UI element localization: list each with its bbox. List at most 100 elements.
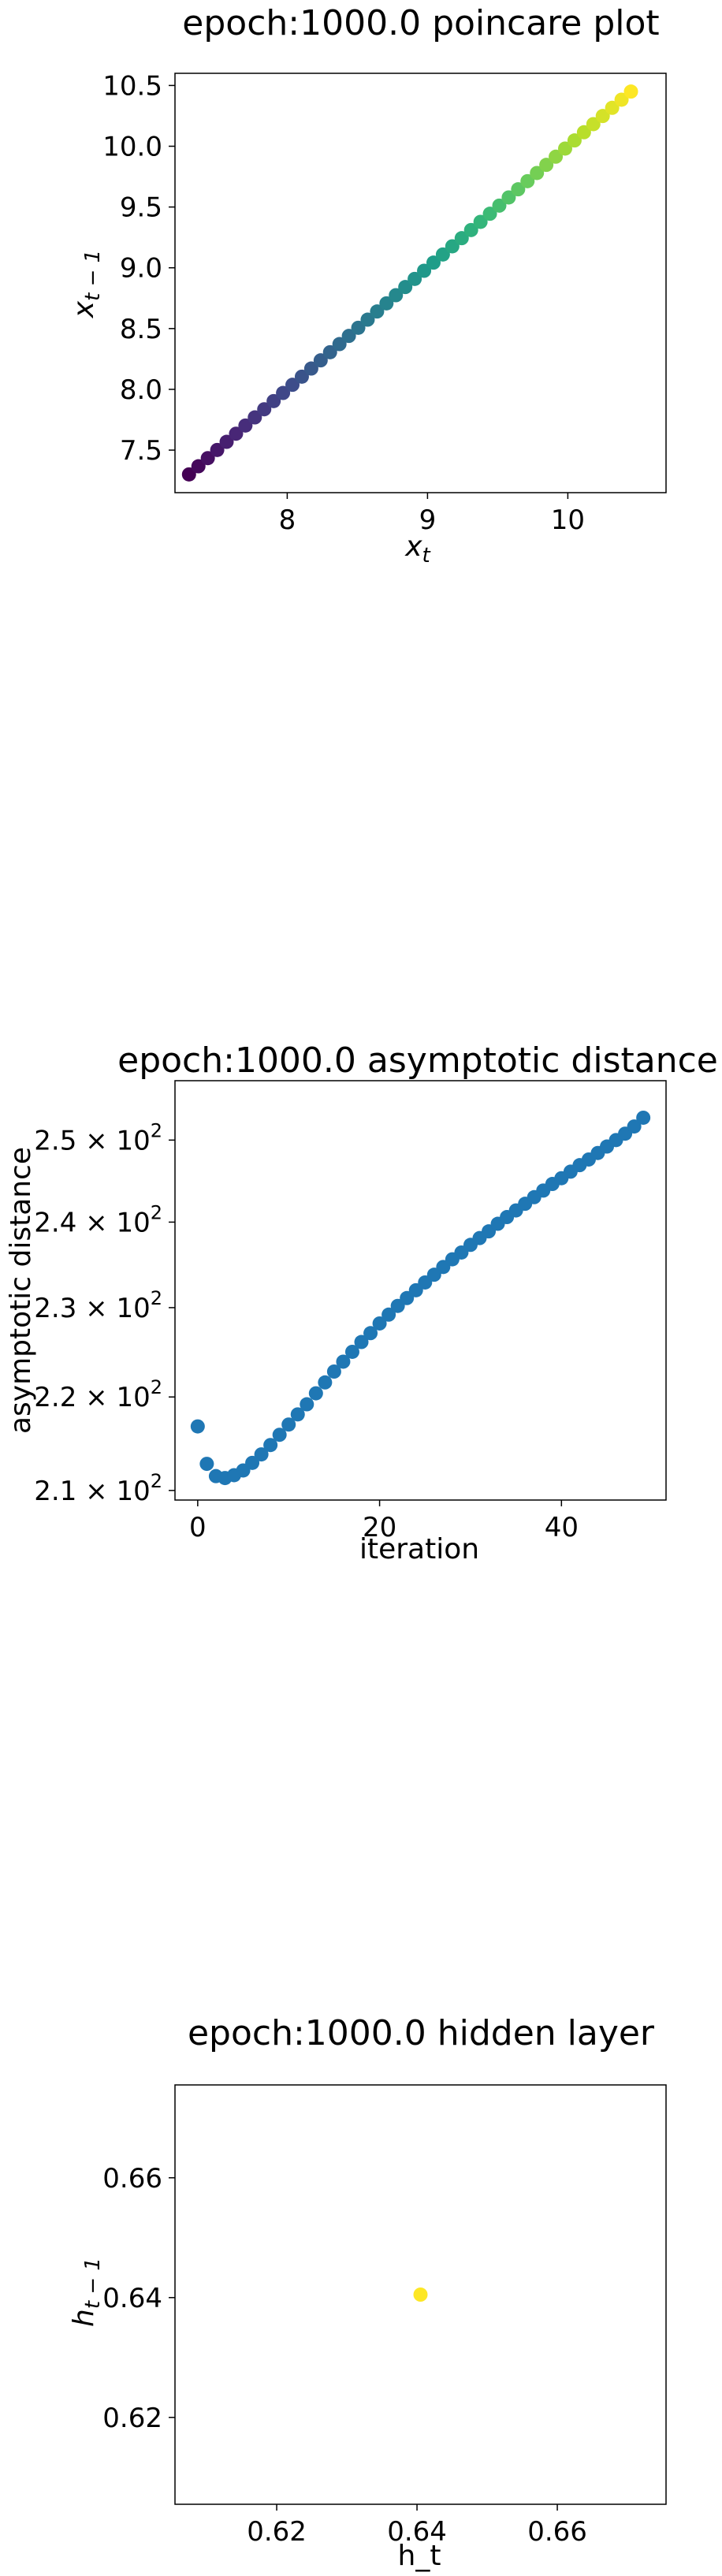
asymptotic-y-tick-label: 2.4 × 102 xyxy=(34,1201,162,1238)
poincare-x-label: xt xyxy=(404,530,430,568)
asymptotic-point xyxy=(281,1417,296,1432)
poincare-y-tick-label: 7.5 xyxy=(120,435,162,467)
poincare-point xyxy=(257,402,272,417)
asymptotic-point xyxy=(245,1455,260,1470)
asymptotic-chart: epoch:1000.0 asymptotic distance 0 20 40 2… xyxy=(5,1040,718,1565)
asymptotic-y-tick-mantissa: 2.1 xyxy=(34,1476,76,1507)
poincare-point xyxy=(567,133,582,148)
asymptotic-point xyxy=(363,1326,378,1341)
asymptotic-y-tick-label: 2.3 × 102 xyxy=(34,1287,162,1324)
asymptotic-y-tick-mantissa: 2.4 xyxy=(34,1207,76,1238)
asymptotic-point xyxy=(272,1428,287,1442)
asymptotic-point xyxy=(381,1307,396,1322)
poincare-points xyxy=(181,84,638,482)
poincare-point xyxy=(539,158,554,173)
asymptotic-y-tick-base: × 10 xyxy=(76,1293,150,1324)
poincare-point xyxy=(285,378,300,393)
poincare-point xyxy=(322,344,337,359)
poincare-y-tick-label: 8.0 xyxy=(120,374,162,406)
poincare-point xyxy=(210,442,225,457)
asymptotic-x-ticks: 0 20 40 xyxy=(189,1500,579,1543)
poincare-point xyxy=(426,255,441,270)
poincare-y-tick-label: 10.0 xyxy=(102,132,162,163)
poincare-point xyxy=(313,353,328,368)
asymptotic-y-tick-mantissa: 2.2 xyxy=(34,1382,76,1413)
poincare-point xyxy=(463,222,478,237)
poincare-point xyxy=(341,329,356,344)
asymptotic-y-tick-base: × 10 xyxy=(76,1382,150,1413)
poincare-title: epoch:1000.0 poincare plot xyxy=(182,3,659,43)
asymptotic-point xyxy=(263,1438,278,1453)
hidden-layer-chart: epoch:1000.0 hidden layer 0.62 0.64 0.66 0… xyxy=(68,2013,667,2572)
hidden-layer-y-label: ht − 1 xyxy=(68,2258,105,2327)
poincare-x-tick-label: 9 xyxy=(419,504,437,536)
poincare-chart: epoch:1000.0 poincare plot 8 9 10 7.5 8.0 8.… xyxy=(68,3,667,568)
asymptotic-point xyxy=(326,1364,341,1379)
poincare-point xyxy=(586,117,601,132)
poincare-point xyxy=(294,369,309,384)
poincare-point xyxy=(576,125,591,140)
hidden-layer-y-label-base: h xyxy=(68,2309,100,2327)
poincare-y-label-base: x xyxy=(68,300,100,318)
poincare-point xyxy=(379,296,394,311)
asymptotic-y-tick-exponent: 2 xyxy=(151,1201,162,1223)
asymptotic-point xyxy=(372,1316,387,1331)
poincare-y-label-subscript: t − 1 xyxy=(81,250,105,301)
poincare-point xyxy=(445,239,460,254)
hidden-layer-y-tick-label: 0.62 xyxy=(102,2403,162,2434)
asymptotic-point xyxy=(300,1397,314,1412)
hidden-layer-x-ticks: 0.62 0.64 0.66 xyxy=(247,2504,587,2548)
asymptotic-point xyxy=(190,1419,205,1434)
poincare-plot-frame xyxy=(174,73,667,493)
poincare-point xyxy=(492,198,507,213)
asymptotic-y-tick-label: 2.1 × 102 xyxy=(34,1470,162,1507)
asymptotic-point xyxy=(636,1110,651,1125)
asymptotic-y-tick-exponent: 2 xyxy=(151,1470,162,1492)
poincare-point xyxy=(417,263,432,278)
hidden-layer-point xyxy=(413,2288,428,2302)
poincare-point xyxy=(351,320,366,335)
poincare-y-tick-label: 9.5 xyxy=(120,192,162,224)
hidden-layer-y-label-subscript: t − 1 xyxy=(81,2258,105,2309)
asymptotic-y-tick-exponent: 2 xyxy=(151,1287,162,1309)
hidden-layer-plot-frame xyxy=(174,2084,667,2505)
poincare-point xyxy=(266,393,281,408)
poincare-point xyxy=(482,207,497,221)
hidden-layer-x-tick-label: 0.62 xyxy=(247,2516,307,2548)
poincare-point xyxy=(219,434,234,449)
poincare-x-tick-label: 8 xyxy=(279,504,296,536)
asymptotic-point xyxy=(290,1407,305,1422)
poincare-point xyxy=(595,109,610,124)
asymptotic-y-label: asymptotic distance xyxy=(5,1147,37,1434)
asymptotic-points xyxy=(190,1110,651,1486)
poincare-x-ticks: 8 9 10 xyxy=(279,493,585,536)
poincare-point xyxy=(511,182,526,197)
asymptotic-y-tick-base: × 10 xyxy=(76,1125,150,1156)
hidden-layer-y-ticks: 0.62 0.64 0.66 xyxy=(102,2163,175,2434)
asymptotic-y-tick-label: 2.2 × 102 xyxy=(34,1376,162,1413)
hidden-layer-y-tick-label: 0.66 xyxy=(102,2163,162,2194)
poincare-y-tick-label: 9.0 xyxy=(120,253,162,285)
asymptotic-point xyxy=(344,1344,359,1359)
asymptotic-x-tick-label: 40 xyxy=(545,1512,579,1543)
poincare-y-ticks: 7.5 8.0 8.5 9.0 9.5 10.0 10.5 xyxy=(102,70,175,467)
asymptotic-point xyxy=(336,1354,351,1369)
poincare-point xyxy=(229,426,244,441)
asymptotic-x-tick-label: 0 xyxy=(189,1512,207,1543)
poincare-point xyxy=(501,190,516,205)
poincare-y-tick-label: 10.5 xyxy=(102,70,162,102)
poincare-point xyxy=(238,418,253,433)
poincare-y-tick-label: 8.5 xyxy=(120,314,162,345)
poincare-point xyxy=(454,231,469,246)
hidden-layer-x-label: h_t xyxy=(398,2540,441,2572)
poincare-point xyxy=(557,141,572,156)
poincare-x-label-base: x xyxy=(404,530,422,563)
poincare-point xyxy=(614,92,629,107)
hidden-layer-x-tick-label: 0.64 xyxy=(387,2516,447,2548)
poincare-point xyxy=(181,467,196,482)
poincare-point xyxy=(530,166,545,181)
asymptotic-title: epoch:1000.0 asymptotic distance xyxy=(117,1040,718,1081)
asymptotic-y-tick-exponent: 2 xyxy=(151,1376,162,1398)
asymptotic-y-tick-base: × 10 xyxy=(76,1476,150,1507)
poincare-point xyxy=(303,361,318,376)
